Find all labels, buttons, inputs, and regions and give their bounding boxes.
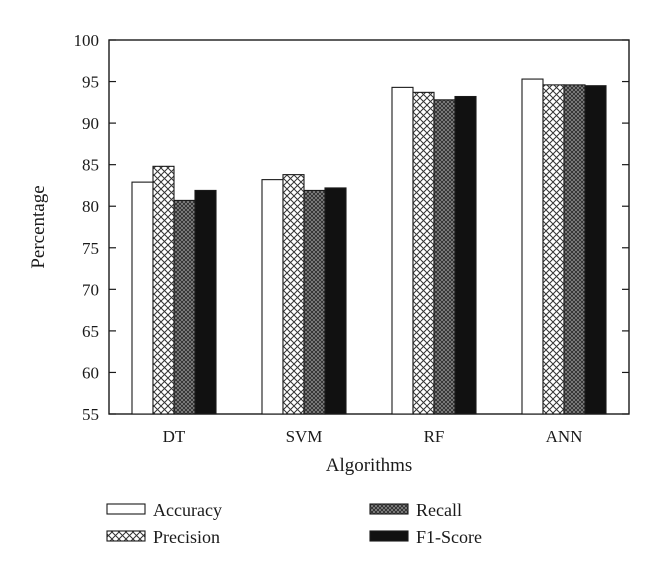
bar-precision-rf: [412, 91, 435, 415]
y-tick-label: 65: [82, 322, 99, 341]
y-tick-label: 85: [82, 156, 99, 175]
bar-f1-score-ann: [584, 85, 607, 415]
y-tick-label: 100: [74, 31, 100, 50]
x-axis-title: Algorithms: [326, 455, 413, 476]
legend-swatch: [106, 503, 146, 515]
x-tick-label: DT: [163, 427, 186, 446]
bar-accuracy-ann: [521, 78, 544, 415]
legend-swatch: [106, 530, 146, 542]
legend-label: Precision: [153, 527, 220, 547]
bar-f1-score-dt: [194, 189, 217, 415]
bar-recall-rf: [433, 99, 456, 415]
legend-item-accuracy: Accuracy: [106, 500, 222, 520]
y-tick-label: 75: [82, 239, 99, 258]
y-tick-label: 80: [82, 197, 99, 216]
bar-accuracy-rf: [391, 86, 414, 415]
bar-precision-svm: [282, 174, 305, 415]
legend-label: Recall: [416, 500, 462, 520]
x-tick-label: RF: [424, 427, 445, 446]
y-tick-label: 90: [82, 114, 99, 133]
x-tick-label: SVM: [286, 427, 323, 446]
legend-item-f1-score: F1-Score: [369, 527, 482, 547]
bars: [131, 78, 607, 415]
legend-swatch: [369, 530, 409, 542]
y-axis: 55 60 65 70 75 80 85 90 95 100: [74, 31, 629, 424]
bar-f1-score-rf: [454, 95, 477, 415]
x-axis: DT SVM RF ANN: [163, 407, 583, 446]
bar-accuracy-svm: [261, 179, 284, 415]
y-tick-label: 70: [82, 280, 99, 299]
bar-f1-score-svm: [324, 187, 347, 415]
bar-precision-dt: [152, 165, 175, 415]
x-tick-label: ANN: [546, 427, 583, 446]
bar-precision-ann: [542, 84, 565, 415]
bar-accuracy-dt: [131, 181, 154, 415]
y-tick-label: 55: [82, 405, 99, 424]
y-tick-label: 60: [82, 363, 99, 382]
legend-label: Accuracy: [153, 500, 222, 520]
bar-recall-svm: [303, 189, 326, 415]
legend-label: F1-Score: [416, 527, 482, 547]
legend-item-recall: Recall: [369, 500, 462, 520]
plot-frame: [108, 39, 630, 415]
bar-recall-dt: [173, 199, 196, 415]
legend: Accuracy Precision Recall F1-Score: [106, 500, 482, 547]
legend-item-precision: Precision: [106, 527, 220, 547]
y-tick-label: 95: [82, 73, 99, 92]
y-axis-title: Percentage: [28, 185, 49, 268]
legend-swatch: [369, 503, 409, 515]
bar-recall-ann: [563, 84, 586, 415]
